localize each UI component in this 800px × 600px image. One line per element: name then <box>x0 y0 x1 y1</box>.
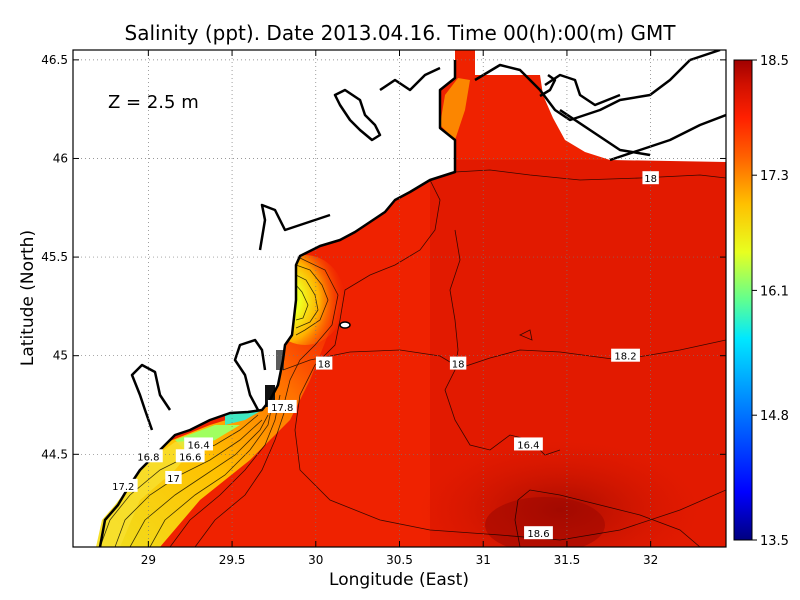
colorbar-tick-label: 13.5 <box>760 534 789 549</box>
plot-area <box>73 50 726 547</box>
x-axis-label: Longitude (East) <box>329 570 469 590</box>
y-tick-label: 44.5 <box>41 447 68 461</box>
y-axis-ticks: 44.5 45 45.5 46 46.5 <box>41 53 726 461</box>
coastline <box>98 50 726 547</box>
contour-label-box <box>267 399 297 413</box>
danube-delta-dark-cell-2 <box>276 350 284 370</box>
colorbar-tick-label: 17.3 <box>760 169 789 184</box>
contour-label-box <box>133 449 163 463</box>
x-tick-label: 29.5 <box>219 553 246 567</box>
colorbar <box>733 59 753 541</box>
high-salinity-core-inner <box>485 497 605 547</box>
contour-label-box <box>611 348 640 362</box>
land-mass <box>73 50 455 547</box>
contour-label-box <box>315 356 333 370</box>
x-axis-ticks: 29 29.5 30 30.5 31 31.5 32 <box>141 50 658 567</box>
x-tick-label: 30.5 <box>386 553 413 567</box>
contour-label-box <box>175 449 205 463</box>
contour-label-box <box>524 526 553 540</box>
contour-label-box <box>184 437 213 451</box>
x-tick-label: 30 <box>308 553 323 567</box>
contour-label: 17 <box>167 474 180 485</box>
contour-label-box <box>514 437 543 451</box>
contour-label: 16.4 <box>517 440 539 451</box>
nw-estuary-low-salinity <box>440 78 470 140</box>
y-tick-label: 46.5 <box>41 53 68 67</box>
y-tick-label: 46 <box>53 151 68 165</box>
contour-label: 16.6 <box>179 452 201 463</box>
contour-label: 18 <box>452 360 465 371</box>
contour-label: 18.2 <box>614 352 636 363</box>
colorbar-ticks: 18.5 17.3 16.1 14.8 13.5 <box>752 54 789 549</box>
colorbar-tick-label: 16.1 <box>760 284 789 299</box>
coastal-yellow-band <box>95 440 200 547</box>
land-northeast <box>475 50 726 162</box>
contour-label: 18 <box>318 360 331 371</box>
colorbar-tick-label: 18.5 <box>760 54 789 69</box>
x-tick-label: 31 <box>476 553 491 567</box>
contour-label-box <box>108 478 138 492</box>
colorbar-tick-label: 14.8 <box>760 409 789 424</box>
contour-label-box <box>642 171 659 185</box>
y-tick-label: 45 <box>53 349 68 363</box>
chart-title: Salinity (ppt). Date 2013.04.16. Time 00… <box>125 21 677 45</box>
contour-label: 17.2 <box>112 482 134 493</box>
x-tick-label: 31.5 <box>554 553 581 567</box>
danube-delta-dark-cell <box>265 385 275 407</box>
contour-label: 17.8 <box>271 403 293 414</box>
depth-annotation: Z = 2.5 m <box>108 92 199 113</box>
contour-label: 16.8 <box>137 452 159 463</box>
y-tick-label: 45.5 <box>41 250 68 264</box>
x-tick-label: 29 <box>141 553 156 567</box>
contour-label-box <box>165 470 182 484</box>
contour-label: 18 <box>644 174 657 185</box>
contour-label: 18.6 <box>527 529 549 540</box>
y-axis-label: Latitude (North) <box>18 230 38 366</box>
snake-island <box>339 321 351 329</box>
contour-label-box <box>449 356 467 370</box>
contour-label: 16.4 <box>187 440 209 451</box>
x-tick-label: 32 <box>643 553 658 567</box>
